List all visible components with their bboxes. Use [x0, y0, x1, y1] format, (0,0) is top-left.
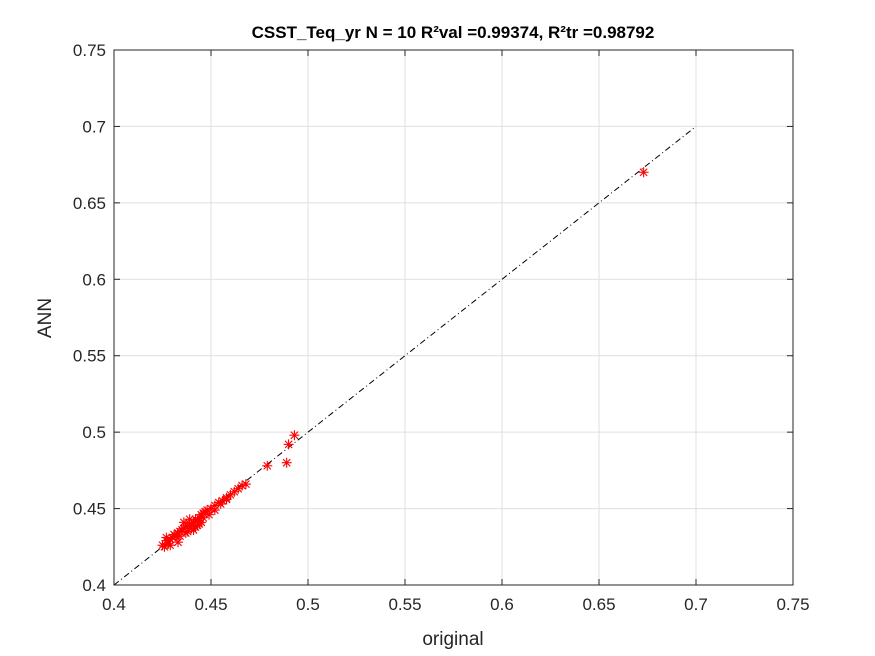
data-point: [262, 460, 273, 471]
data-point: [169, 529, 180, 540]
x-tick-label: 0.55: [388, 595, 421, 614]
x-tick-labels: 0.4 0.45 0.5 0.55 0.6 0.65 0.7 0.75: [102, 595, 809, 614]
x-tick-label: 0.7: [684, 595, 708, 614]
data-point: [204, 509, 215, 520]
y-tick-labels: 0.4 0.45 0.5 0.55 0.6 0.65 0.7 0.75: [73, 41, 106, 595]
y-tick-label: 0.6: [82, 270, 106, 289]
x-axis-label: original: [422, 629, 483, 650]
y-axis-label: ANN: [35, 298, 56, 338]
data-points: [157, 167, 649, 552]
x-tick-label: 0.75: [776, 595, 809, 614]
data-point: [215, 498, 226, 509]
data-point: [188, 524, 199, 535]
plot-frame: [113, 49, 794, 586]
data-point: [281, 457, 292, 468]
data-point: [184, 514, 195, 525]
x-tick-label: 0.65: [582, 595, 615, 614]
y-tick-label: 0.7: [82, 117, 106, 136]
y-tick-label: 0.45: [73, 500, 106, 519]
chart-title: CSST_Teq_yr N = 10 R²val =0.99374, R²tr …: [252, 23, 655, 42]
y-tick-label: 0.55: [73, 347, 106, 366]
data-point: [165, 540, 176, 551]
data-point: [173, 537, 184, 548]
data-point: [240, 479, 251, 490]
axis-ticks: [113, 49, 794, 586]
data-point: [283, 439, 294, 450]
data-point: [221, 494, 232, 505]
data-point: [194, 518, 205, 529]
x-tick-label: 0.45: [194, 595, 227, 614]
data-point: [161, 532, 172, 543]
data-point: [638, 167, 649, 178]
y-tick-label: 0.65: [73, 194, 106, 213]
x-tick-label: 0.5: [296, 595, 320, 614]
data-point: [289, 430, 300, 441]
y-tick-label: 0.75: [73, 41, 106, 60]
data-point: [182, 526, 193, 537]
y-tick-label: 0.5: [82, 423, 106, 442]
y-tick-label: 0.4: [82, 576, 106, 595]
x-tick-label: 0.4: [102, 595, 126, 614]
x-tick-label: 0.6: [490, 595, 514, 614]
